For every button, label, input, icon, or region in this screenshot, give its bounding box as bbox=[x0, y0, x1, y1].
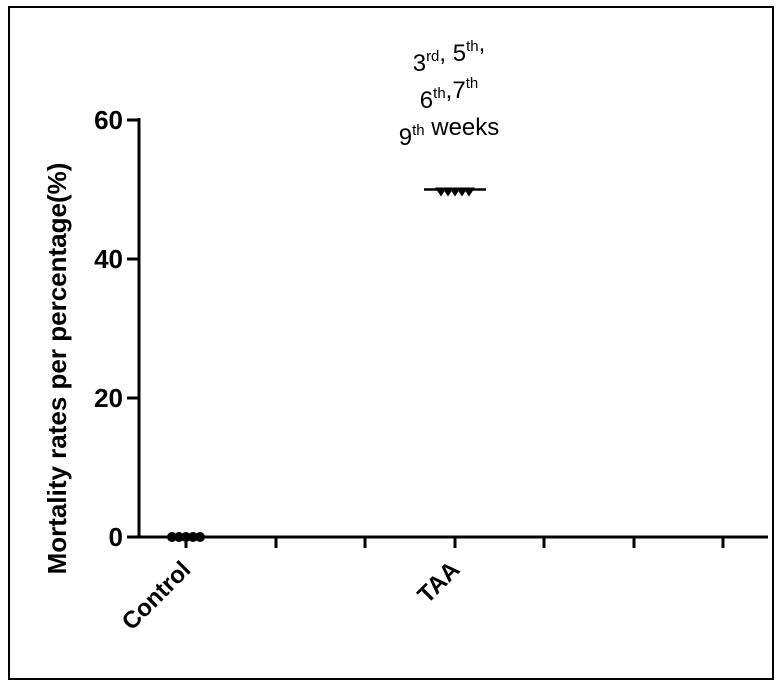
x-tick-label-taa: TAA bbox=[413, 556, 466, 609]
figure-frame bbox=[8, 6, 774, 680]
annotation-text: 9 bbox=[399, 124, 412, 151]
annotation-text: ,7 bbox=[446, 77, 466, 104]
annotation-line: 3rd, 5th, bbox=[413, 30, 486, 77]
data-marks bbox=[155, 187, 486, 542]
annotation-superscript: rd bbox=[426, 48, 439, 65]
y-tick-label: 20 bbox=[94, 383, 123, 413]
annotation-superscript: th bbox=[466, 38, 479, 55]
annotation-superscript: th bbox=[466, 75, 479, 92]
annotation-line: 9th weeks bbox=[399, 114, 500, 151]
chart-labels: 0 20 40 60 Control TAA Mortality rates per per… bbox=[42, 30, 499, 636]
annotation-superscript: th bbox=[412, 122, 425, 139]
annotation-text: weeks bbox=[425, 114, 500, 141]
axes bbox=[127, 118, 768, 548]
annotation-text: 6 bbox=[420, 87, 433, 114]
y-tick-label: 60 bbox=[94, 105, 123, 135]
annotation-text: , bbox=[479, 30, 486, 57]
y-tick-label: 0 bbox=[109, 522, 123, 552]
x-tick-label-control: Control bbox=[117, 556, 196, 635]
y-tick-label: 40 bbox=[94, 244, 123, 274]
annotation-superscript: th bbox=[433, 85, 446, 102]
annotation-text: 3 bbox=[413, 50, 426, 77]
annotation-line: 6th,7th bbox=[420, 75, 478, 114]
annotation-text: , 5 bbox=[439, 40, 466, 67]
y-axis-label: Mortality rates per percentage(%) bbox=[42, 163, 72, 575]
